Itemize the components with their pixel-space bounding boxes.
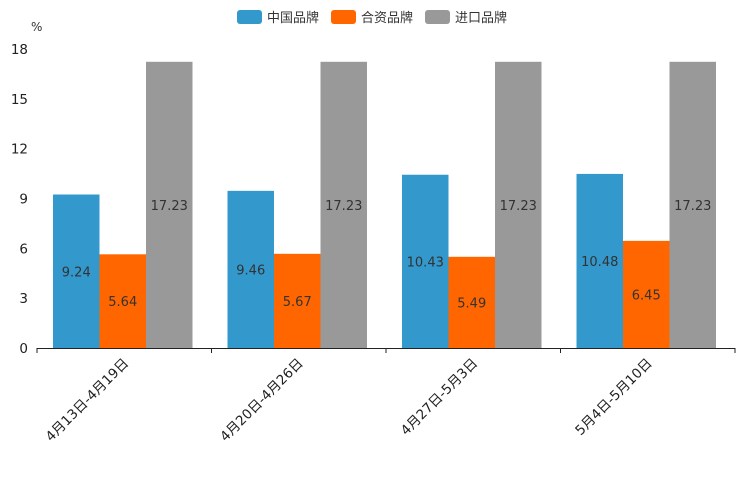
- data-label: 17.23: [151, 199, 188, 214]
- legend-label-jv: 合资品牌: [360, 11, 413, 26]
- bar-2-2: [495, 61, 542, 348]
- legend-item-jv-brand[interactable]: 合资品牌: [330, 7, 413, 26]
- data-label: 6.45: [632, 288, 661, 303]
- y-tick-label: 3: [19, 291, 28, 307]
- bar-1-3: [623, 240, 670, 348]
- y-tick-label: 12: [11, 142, 28, 158]
- y-tick-label: 15: [11, 92, 28, 108]
- legend-swatch-import: [425, 9, 450, 24]
- bar-0-1: [227, 190, 274, 348]
- data-label: 9.24: [62, 265, 91, 280]
- data-label: 9.46: [236, 263, 265, 278]
- legend-swatch-jv: [330, 9, 356, 24]
- x-tick-label: 4月13日-4月19日: [43, 356, 132, 445]
- y-axis-unit: %: [31, 20, 43, 34]
- legend-label-import: 进口品牌: [455, 11, 508, 26]
- x-tick-label: 5月4日-5月10日: [572, 356, 655, 439]
- bar-0-0: [53, 194, 100, 348]
- bar-1-2: [448, 256, 495, 348]
- bar-2-1: [320, 61, 367, 348]
- bar-0-3: [576, 173, 623, 348]
- y-tick-label: 0: [19, 341, 28, 357]
- data-label: 17.23: [674, 199, 711, 214]
- data-label: 10.43: [407, 255, 444, 270]
- bar-0-2: [402, 174, 449, 348]
- x-tick-label: 4月20日-4月26日: [217, 356, 306, 445]
- bar-1-1: [274, 253, 321, 348]
- bar-1-0: [99, 254, 146, 348]
- data-label: 5.64: [108, 295, 137, 310]
- y-tick-label: 9: [19, 192, 28, 208]
- legend: 中国品牌 合资品牌 进口品牌: [0, 7, 744, 26]
- legend-label-china: 中国品牌: [266, 11, 319, 26]
- data-label: 17.23: [325, 199, 362, 214]
- y-tick-label: 18: [11, 42, 28, 58]
- data-label: 5.67: [283, 295, 312, 310]
- data-label: 5.49: [457, 296, 486, 311]
- data-label: 10.48: [581, 255, 618, 270]
- bar-2-0: [146, 61, 193, 348]
- legend-item-import-brand[interactable]: 进口品牌: [425, 7, 507, 26]
- data-label: 17.23: [500, 199, 537, 214]
- bar-2-3: [669, 61, 716, 348]
- legend-item-china-brand[interactable]: 中国品牌: [236, 7, 319, 26]
- y-tick-label: 6: [19, 241, 28, 257]
- x-tick-label: 4月27日-5月3日: [398, 356, 481, 439]
- legend-swatch-china: [236, 9, 262, 24]
